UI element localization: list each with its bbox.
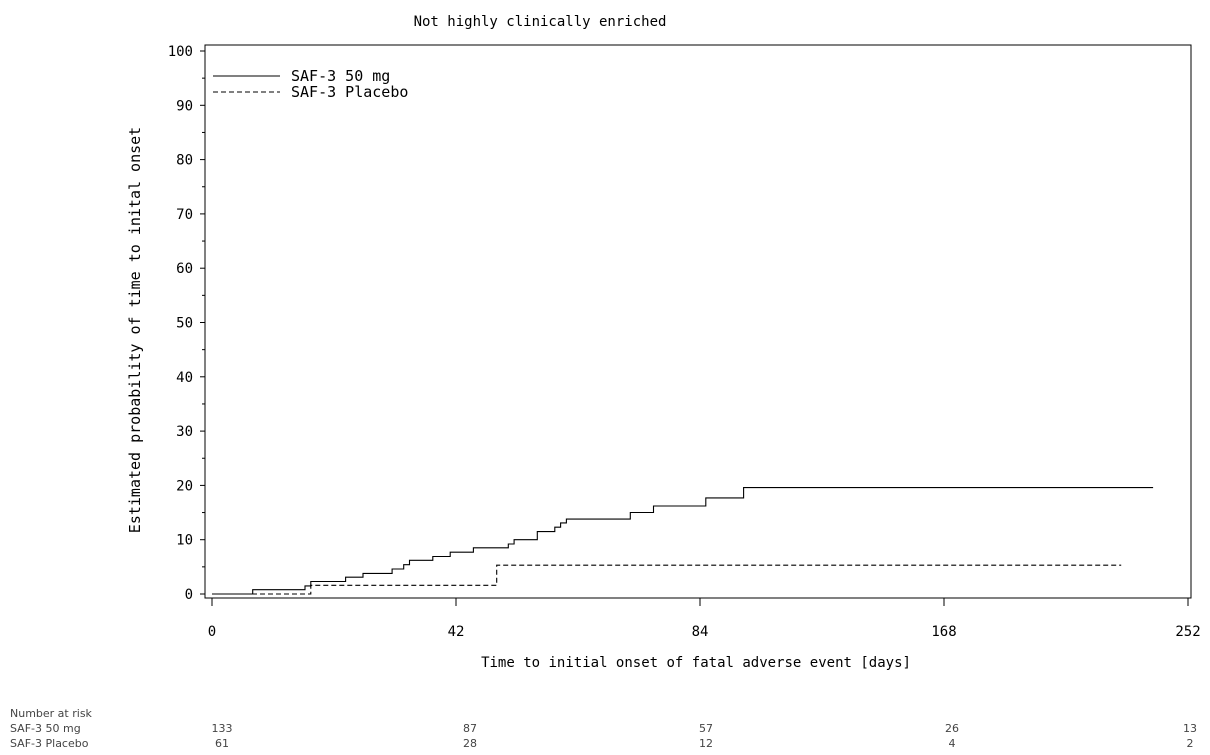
y-axis-label: Estimated probability of time to inital … [126, 127, 144, 533]
plot-frame [204, 44, 1192, 599]
risk-row-label: SAF-3 50 mg [10, 722, 81, 735]
y-tick-label: 90 [176, 98, 193, 114]
series-line-0 [212, 487, 1154, 595]
x-axis: 0 42 84 168 252 [208, 598, 1201, 640]
risk-row-label: SAF-3 Placebo [10, 737, 89, 750]
risk-table-label: Number at risk [10, 707, 92, 720]
x-axis-label: Time to initial onset of fatal adverse e… [481, 655, 911, 671]
y-tick-label: 60 [176, 261, 193, 277]
y-tick-label: 0 [185, 587, 193, 603]
y-tick-label: 10 [176, 533, 193, 549]
risk-cell: 57 [699, 722, 713, 735]
series-layer [212, 487, 1154, 595]
x-tick-label: 84 [692, 624, 709, 640]
y-tick-label: 40 [176, 370, 193, 386]
risk-cell: 13 [1183, 722, 1197, 735]
x-tick-label: 168 [931, 624, 956, 640]
y-tick-label: 20 [176, 478, 193, 494]
y-tick-label: 30 [176, 424, 193, 440]
x-tick-label: 0 [208, 624, 216, 640]
series-line-1 [212, 564, 1122, 595]
y-tick-label: 50 [176, 316, 193, 332]
risk-cell: 4 [948, 737, 956, 750]
y-tick-label: 70 [176, 207, 193, 223]
risk-cell: 133 [211, 722, 233, 735]
risk-cell: 12 [699, 737, 713, 750]
x-tick-label: 252 [1175, 624, 1200, 640]
legend-label: SAF-3 50 mg [291, 67, 390, 85]
x-tick-label: 42 [448, 624, 465, 640]
y-tick-label: 100 [168, 44, 193, 60]
chart-title: Not highly clinically enriched [414, 14, 667, 30]
risk-cell: 28 [463, 737, 477, 750]
y-tick-label: 80 [176, 153, 193, 169]
y-axis: 0 10 20 30 40 50 60 70 80 90 100 [168, 44, 205, 603]
risk-cell: 26 [945, 722, 959, 735]
risk-cell: 61 [215, 737, 229, 750]
legend-label: SAF-3 Placebo [291, 83, 408, 101]
risk-cell: 87 [463, 722, 477, 735]
risk-cell: 2 [1186, 737, 1194, 750]
